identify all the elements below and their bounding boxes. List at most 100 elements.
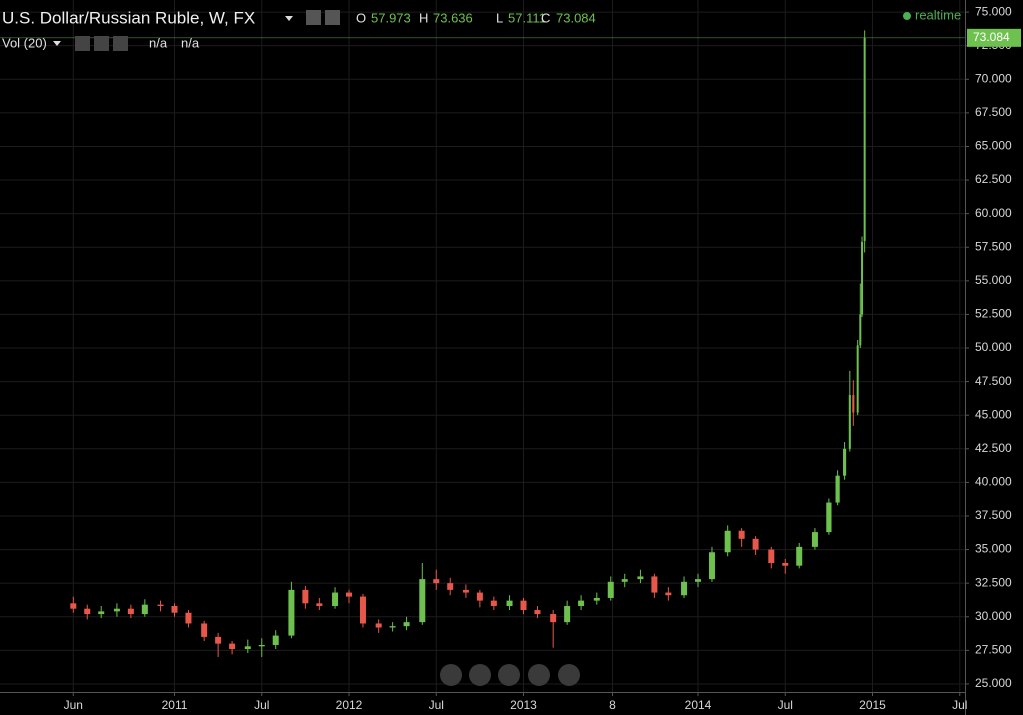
ohlc-value: 57.111 <box>508 10 546 25</box>
indicator-remove[interactable] <box>113 36 128 51</box>
y-tick-label: 60.000 <box>975 206 1012 220</box>
zoom-out[interactable] <box>469 664 491 686</box>
axes: 25.000 27.500 30.000 32.500 35.000 37.500 40.0… <box>64 4 1021 712</box>
candle-body <box>621 579 628 582</box>
zoom-in[interactable] <box>528 664 550 686</box>
candle-body <box>288 589 295 636</box>
candle-body <box>98 611 105 615</box>
candle-body <box>84 608 91 615</box>
candle-body <box>419 579 426 623</box>
candle-body <box>811 532 818 547</box>
candle-body <box>359 596 366 624</box>
x-tick-label: Jul <box>952 698 967 712</box>
candle-body <box>651 576 658 593</box>
candle-body <box>113 608 120 612</box>
candle-body <box>332 592 339 607</box>
candle-body <box>476 592 483 601</box>
settings[interactable] <box>325 10 340 25</box>
candle-body <box>201 623 208 637</box>
candle-body <box>520 600 527 611</box>
y-tick-label: 25.000 <box>975 676 1012 690</box>
candle-body <box>708 552 715 580</box>
y-tick-label: 50.000 <box>975 340 1012 354</box>
last-price-tag <box>967 28 1021 47</box>
candle-body <box>141 604 148 615</box>
x-tick-label: 2013 <box>510 698 537 712</box>
ohlc-value: 57.973 <box>371 10 411 25</box>
ohlc-label: C <box>541 10 550 25</box>
candle-body <box>848 395 851 449</box>
candle-body <box>738 530 745 539</box>
candle-body <box>346 592 353 597</box>
candle-body <box>578 600 585 607</box>
candle-body <box>127 608 134 615</box>
ohlc-label: O <box>356 10 366 25</box>
candle-body <box>506 600 513 607</box>
candle-body <box>752 538 759 550</box>
chart-title: U.S. Dollar/Russian Ruble, W, FX <box>2 8 255 27</box>
ohlc-label: H <box>419 10 428 25</box>
scroll-right[interactable] <box>558 664 580 686</box>
candle-body <box>859 314 862 346</box>
x-tick-label: Jul <box>429 698 444 712</box>
title-menu[interactable] <box>285 16 293 21</box>
indicator-visibility[interactable] <box>75 36 90 51</box>
candle-body <box>826 502 832 533</box>
candle-body <box>835 475 840 503</box>
status-dot <box>903 12 911 20</box>
y-tick-label: 32.500 <box>975 575 1012 589</box>
candle-body <box>244 646 251 650</box>
x-tick-label: 2012 <box>336 698 363 712</box>
candle-body <box>665 592 672 596</box>
status: realtime <box>915 7 961 22</box>
candle-body <box>863 37 866 241</box>
candle-body <box>856 345 859 413</box>
candle-body <box>302 589 309 604</box>
ohlc-value: 73.636 <box>433 10 473 25</box>
candle-body <box>534 610 541 615</box>
x-tick-label: 2015 <box>859 698 886 712</box>
grid <box>0 0 965 692</box>
x-tick-label: 2014 <box>685 698 712 712</box>
y-tick-label: 37.500 <box>975 508 1012 522</box>
candle-body <box>593 597 600 601</box>
y-tick-label: 35.000 <box>975 542 1012 556</box>
candle-body <box>157 604 164 607</box>
last-price-label: 73.084 <box>973 30 1010 44</box>
candle-body <box>768 549 775 564</box>
y-tick-label: 65.000 <box>975 139 1012 153</box>
candle-body <box>607 581 614 598</box>
indicator-menu[interactable] <box>53 41 61 46</box>
indicator-name: Vol (20) <box>2 35 47 50</box>
candle-body <box>782 563 789 566</box>
y-tick-label: 30.000 <box>975 609 1012 623</box>
ohlc-label: L <box>496 10 503 25</box>
y-tick-label: 27.500 <box>975 643 1012 657</box>
candle-body <box>185 612 192 624</box>
candle-body <box>171 606 178 613</box>
ohlc-value: 73.084 <box>556 10 596 25</box>
nav-buttons <box>440 664 580 686</box>
x-tick-label: 8 <box>609 698 616 712</box>
candle-body <box>861 241 864 315</box>
y-tick-label: 52.500 <box>975 307 1012 321</box>
y-tick-label: 42.500 <box>975 441 1012 455</box>
y-tick-label: 47.500 <box>975 374 1012 388</box>
candle-body <box>462 589 469 593</box>
scroll-left[interactable] <box>440 664 462 686</box>
candle-body <box>681 581 688 596</box>
y-tick-label: 70.000 <box>975 71 1012 85</box>
x-tick-label: 2011 <box>162 698 188 712</box>
candle-body <box>403 622 410 627</box>
candles <box>0 30 965 658</box>
reset[interactable] <box>498 664 520 686</box>
candle-body <box>724 530 731 553</box>
indicator-settings[interactable] <box>94 36 109 51</box>
y-tick-label: 40.000 <box>975 475 1012 489</box>
y-tick-label: 45.000 <box>975 407 1012 421</box>
x-tick-label: Jun <box>64 698 83 712</box>
y-tick-label: 57.500 <box>975 239 1012 253</box>
toggle-visibility[interactable] <box>306 10 321 25</box>
x-tick-label: Jul <box>778 698 793 712</box>
candle-body <box>229 643 236 650</box>
